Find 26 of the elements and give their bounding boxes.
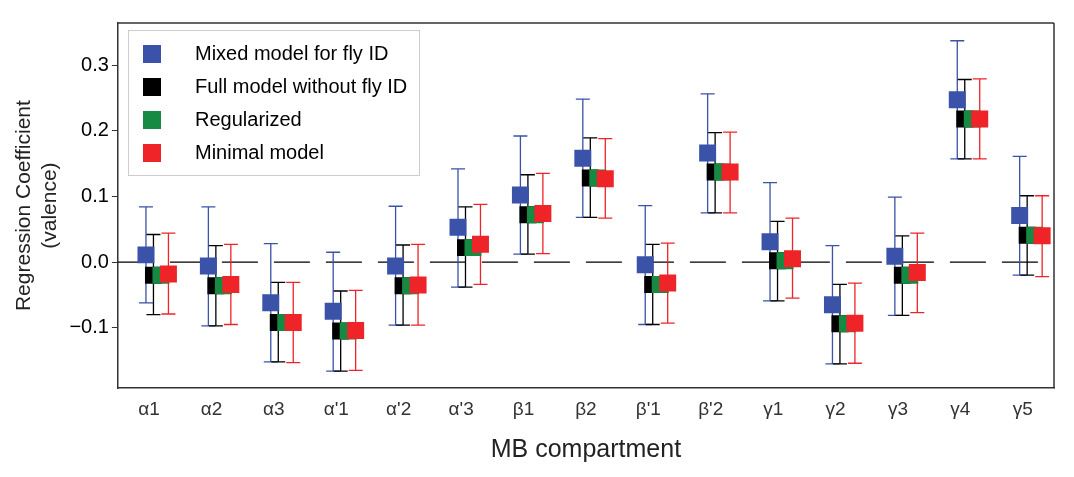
x-tick-label: β2 — [575, 397, 597, 419]
x-tick-label: γ3 — [887, 397, 909, 419]
legend-label: Regularized — [195, 108, 302, 131]
x-tick-label: α1 — [138, 397, 160, 419]
legend-label: Minimal model — [195, 141, 324, 164]
legend-label: Full model without fly ID — [195, 75, 408, 98]
x-tick-label: γ1 — [763, 397, 784, 419]
y-axis-title: Regression Coefficient (valence) — [11, 100, 60, 312]
x-tick-label: β'1 — [635, 397, 661, 419]
x-tick-label: β1 — [512, 397, 535, 419]
y-tick-label: 0.1 — [81, 183, 109, 206]
x-tick-label: α'1 — [323, 397, 349, 419]
x-tick-label: β'2 — [698, 397, 724, 419]
x-tick-label: α3 — [263, 397, 285, 419]
x-tick-label: γ2 — [825, 397, 846, 419]
x-tick-label: γ5 — [1012, 397, 1033, 419]
x-tick-label: α2 — [200, 397, 223, 419]
legend-label: Mixed model for fly ID — [195, 42, 389, 65]
y-tick-label: 0.0 — [81, 249, 109, 272]
x-axis-title: MB compartment — [490, 433, 682, 462]
x-tick-label: α'3 — [448, 397, 474, 419]
x-tick-label: α'2 — [386, 397, 412, 419]
y-tick-label: 0.2 — [81, 118, 109, 141]
x-tick-label: γ4 — [950, 397, 971, 419]
y-tick-label: −0.1 — [69, 315, 109, 338]
y-tick-label: 0.3 — [81, 52, 109, 75]
